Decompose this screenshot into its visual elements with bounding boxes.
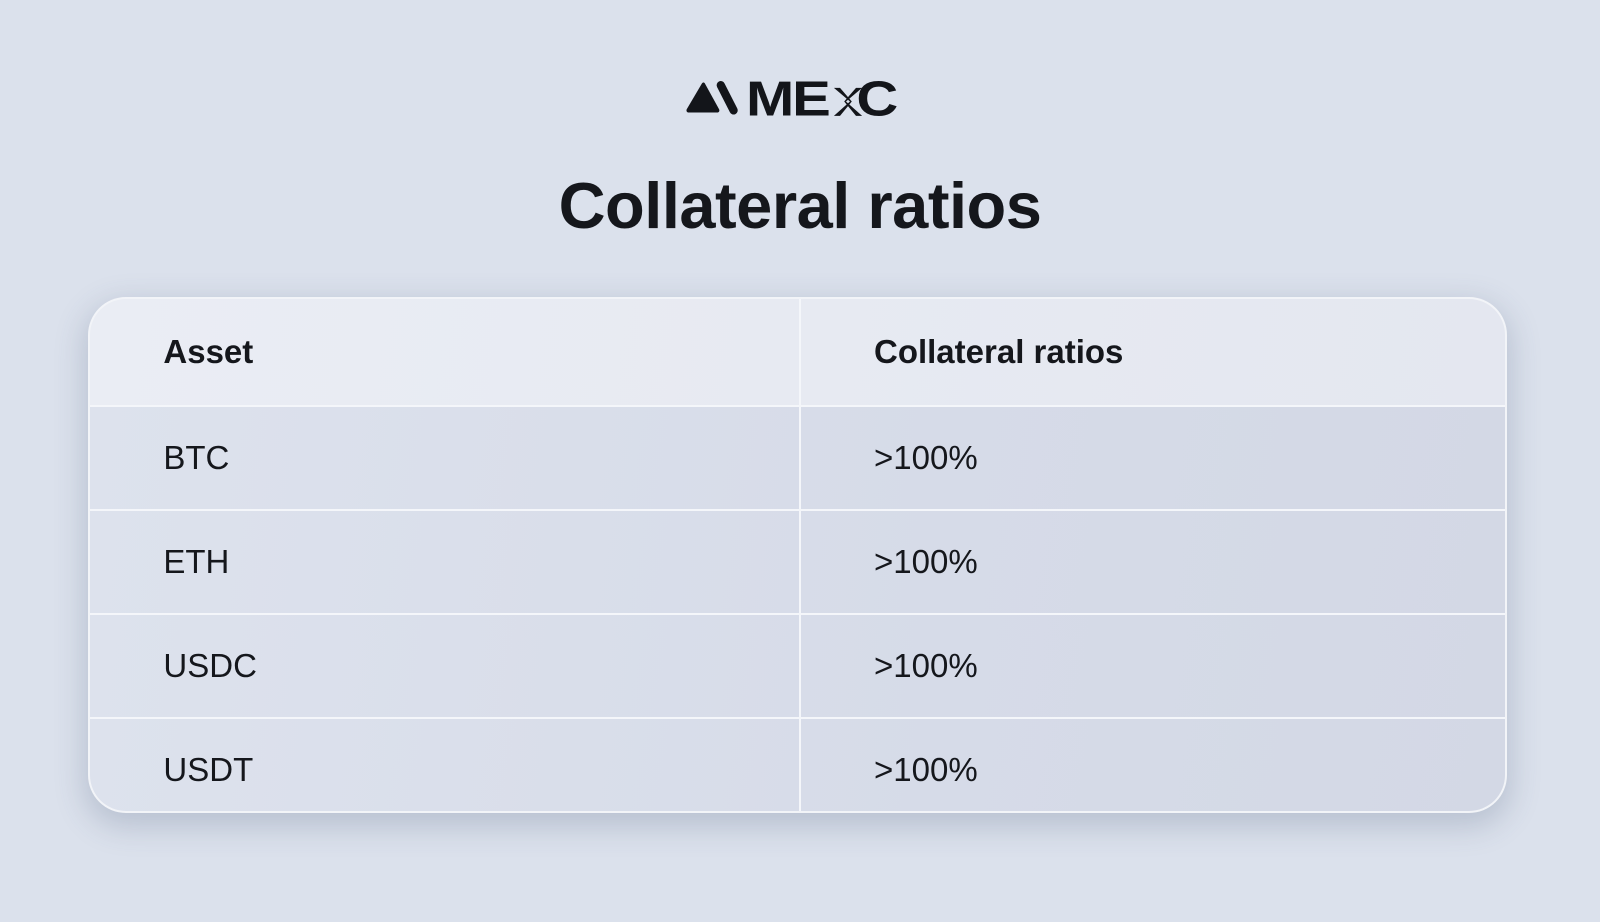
svg-text:ME C: ME C (746, 72, 897, 127)
